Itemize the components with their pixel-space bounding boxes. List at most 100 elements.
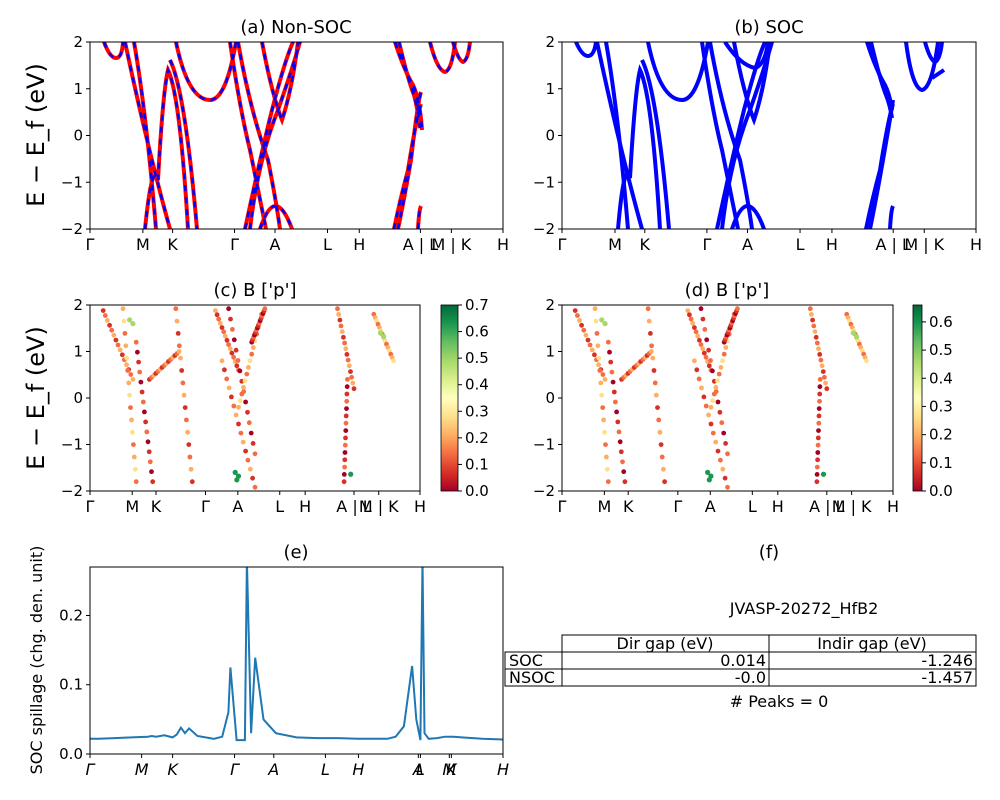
band-point	[615, 419, 621, 425]
band-point	[131, 442, 136, 447]
band-point	[820, 369, 826, 374]
band-point	[100, 308, 106, 313]
band-point	[250, 441, 256, 446]
colorbar-tick-label: 0.6	[929, 313, 953, 331]
x-tick-label: M | K	[359, 497, 399, 516]
band-point	[708, 421, 714, 427]
band-point	[598, 380, 604, 386]
x-tick-label: M	[135, 760, 149, 779]
band-point	[720, 358, 725, 364]
colorbar-d	[912, 304, 923, 492]
band-point	[343, 428, 349, 433]
band-point	[137, 369, 143, 375]
band-point	[348, 369, 353, 374]
band-point	[349, 374, 354, 380]
band-point	[188, 466, 194, 472]
x-tick-label: H	[497, 235, 509, 254]
band-point	[149, 469, 154, 475]
x-tick-label: K	[640, 235, 651, 254]
band-point	[341, 334, 346, 340]
panel-a-title: (a) Non-SOC	[240, 17, 351, 38]
band-point	[222, 367, 227, 373]
band-point	[581, 327, 587, 333]
band-point	[572, 308, 578, 313]
colorbar-tick-label: 0.3	[929, 397, 953, 415]
band-point	[723, 441, 728, 446]
band-point	[816, 406, 822, 411]
band-point	[817, 384, 823, 390]
table-cell-value: -0.0	[735, 668, 766, 687]
band-point	[718, 365, 724, 370]
panel-a-bands-nonsoc-blue	[102, 42, 472, 229]
x-tick-label: H	[353, 235, 365, 254]
x-tick-label: Γ	[201, 497, 210, 516]
band-point	[723, 345, 729, 350]
band-point	[147, 459, 153, 465]
band-point	[342, 442, 348, 448]
band-point	[247, 466, 253, 472]
band-point	[139, 389, 145, 395]
band-point	[722, 475, 728, 481]
band-point	[222, 333, 228, 339]
band-point	[335, 306, 340, 312]
panel-e-frame	[89, 566, 504, 755]
band-point	[708, 358, 713, 363]
band-point	[122, 331, 128, 336]
band-point	[236, 421, 241, 427]
y-tick-label: 0	[73, 127, 83, 145]
band-point	[229, 394, 234, 400]
band-point	[248, 430, 254, 436]
band-point	[127, 317, 133, 323]
band-point	[817, 391, 823, 397]
band-point	[602, 377, 608, 382]
band-point	[131, 454, 137, 460]
band-point	[823, 380, 828, 386]
band-point	[622, 479, 628, 485]
band-point	[607, 349, 612, 355]
band-point	[146, 449, 152, 455]
x-tick-label: L	[275, 497, 284, 516]
band-point	[690, 320, 696, 326]
band-point	[814, 340, 820, 346]
band-point	[130, 377, 136, 382]
band-point	[815, 450, 821, 455]
band-point	[234, 477, 240, 483]
band-point	[391, 358, 396, 364]
band-point	[815, 442, 821, 448]
band-point	[343, 420, 349, 426]
band-point	[109, 327, 115, 333]
band-point	[337, 317, 343, 323]
band-point	[224, 337, 230, 343]
band-point	[602, 321, 608, 327]
band-point	[864, 358, 869, 364]
band-point	[656, 417, 662, 423]
band-point	[696, 376, 702, 382]
band-point	[230, 327, 235, 332]
band-point	[692, 325, 697, 330]
band-point	[135, 349, 140, 355]
band-point	[342, 464, 347, 470]
band-point	[814, 464, 820, 470]
panel-f: (f) JVASP-20272_HfB2 Dir gap (eV) Indir …	[504, 542, 977, 711]
y-tick-label: −2	[61, 482, 83, 500]
panel-b-bands-soc	[574, 42, 946, 229]
material-id: JVASP-20272_HfB2	[729, 599, 879, 619]
band-point	[600, 405, 606, 410]
band-point	[592, 352, 597, 358]
band-point	[618, 449, 624, 455]
ylabel-spillage: SOC spillage (chg. den. unit)	[27, 546, 46, 775]
band-point	[810, 317, 815, 323]
panel-d-points	[572, 306, 869, 490]
band-point	[231, 337, 237, 343]
band-point	[700, 346, 706, 352]
band-point	[616, 429, 622, 435]
band-point	[180, 380, 186, 386]
band-point	[343, 435, 348, 441]
band-point	[224, 376, 230, 382]
band-point	[597, 368, 603, 373]
x-tick-label: H	[299, 497, 311, 516]
table-row-label: SOC	[509, 651, 543, 670]
band-point	[246, 365, 251, 370]
band-point	[695, 333, 701, 339]
